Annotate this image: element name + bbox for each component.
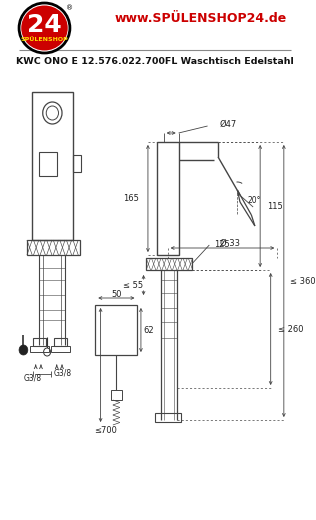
Bar	[95, 305, 137, 355]
Bar	[111, 390, 122, 400]
Bar	[155, 413, 181, 422]
Bar	[32, 92, 73, 240]
Text: 62: 62	[143, 326, 154, 334]
Text: G3/8: G3/8	[53, 369, 71, 378]
Text: Ø 33: Ø 33	[220, 239, 240, 248]
Bar	[27, 240, 80, 255]
Bar	[52, 346, 70, 352]
Text: KWC ONO E 12.576.022.700FL Waschtisch Edelstahl: KWC ONO E 12.576.022.700FL Waschtisch Ed…	[16, 57, 294, 66]
Text: 24: 24	[27, 13, 62, 37]
Text: 50: 50	[111, 290, 122, 298]
Bar	[73, 155, 81, 172]
Text: SPÜLENSHOP: SPÜLENSHOP	[21, 36, 68, 42]
Text: ®: ®	[66, 5, 73, 11]
Bar	[39, 152, 57, 176]
Bar	[30, 346, 49, 352]
Text: Ø47: Ø47	[220, 120, 237, 128]
Circle shape	[44, 348, 51, 356]
Text: 20°: 20°	[247, 196, 260, 204]
Text: ≤ 360: ≤ 360	[290, 277, 316, 285]
Circle shape	[19, 345, 28, 355]
Bar	[54, 338, 67, 346]
Bar	[33, 338, 46, 346]
Text: 165: 165	[123, 194, 139, 203]
Text: 125: 125	[214, 240, 230, 249]
Text: ≤ 55: ≤ 55	[124, 280, 143, 290]
Ellipse shape	[19, 3, 70, 53]
Text: 115: 115	[267, 202, 283, 211]
Text: www.SPÜLENSHOP24.de: www.SPÜLENSHOP24.de	[114, 11, 287, 24]
Ellipse shape	[21, 6, 68, 50]
Text: ≤ 260: ≤ 260	[278, 324, 303, 333]
Text: G3/8: G3/8	[23, 373, 42, 383]
Bar	[146, 258, 192, 270]
Bar	[157, 142, 179, 255]
Text: ≤700: ≤700	[94, 425, 117, 435]
